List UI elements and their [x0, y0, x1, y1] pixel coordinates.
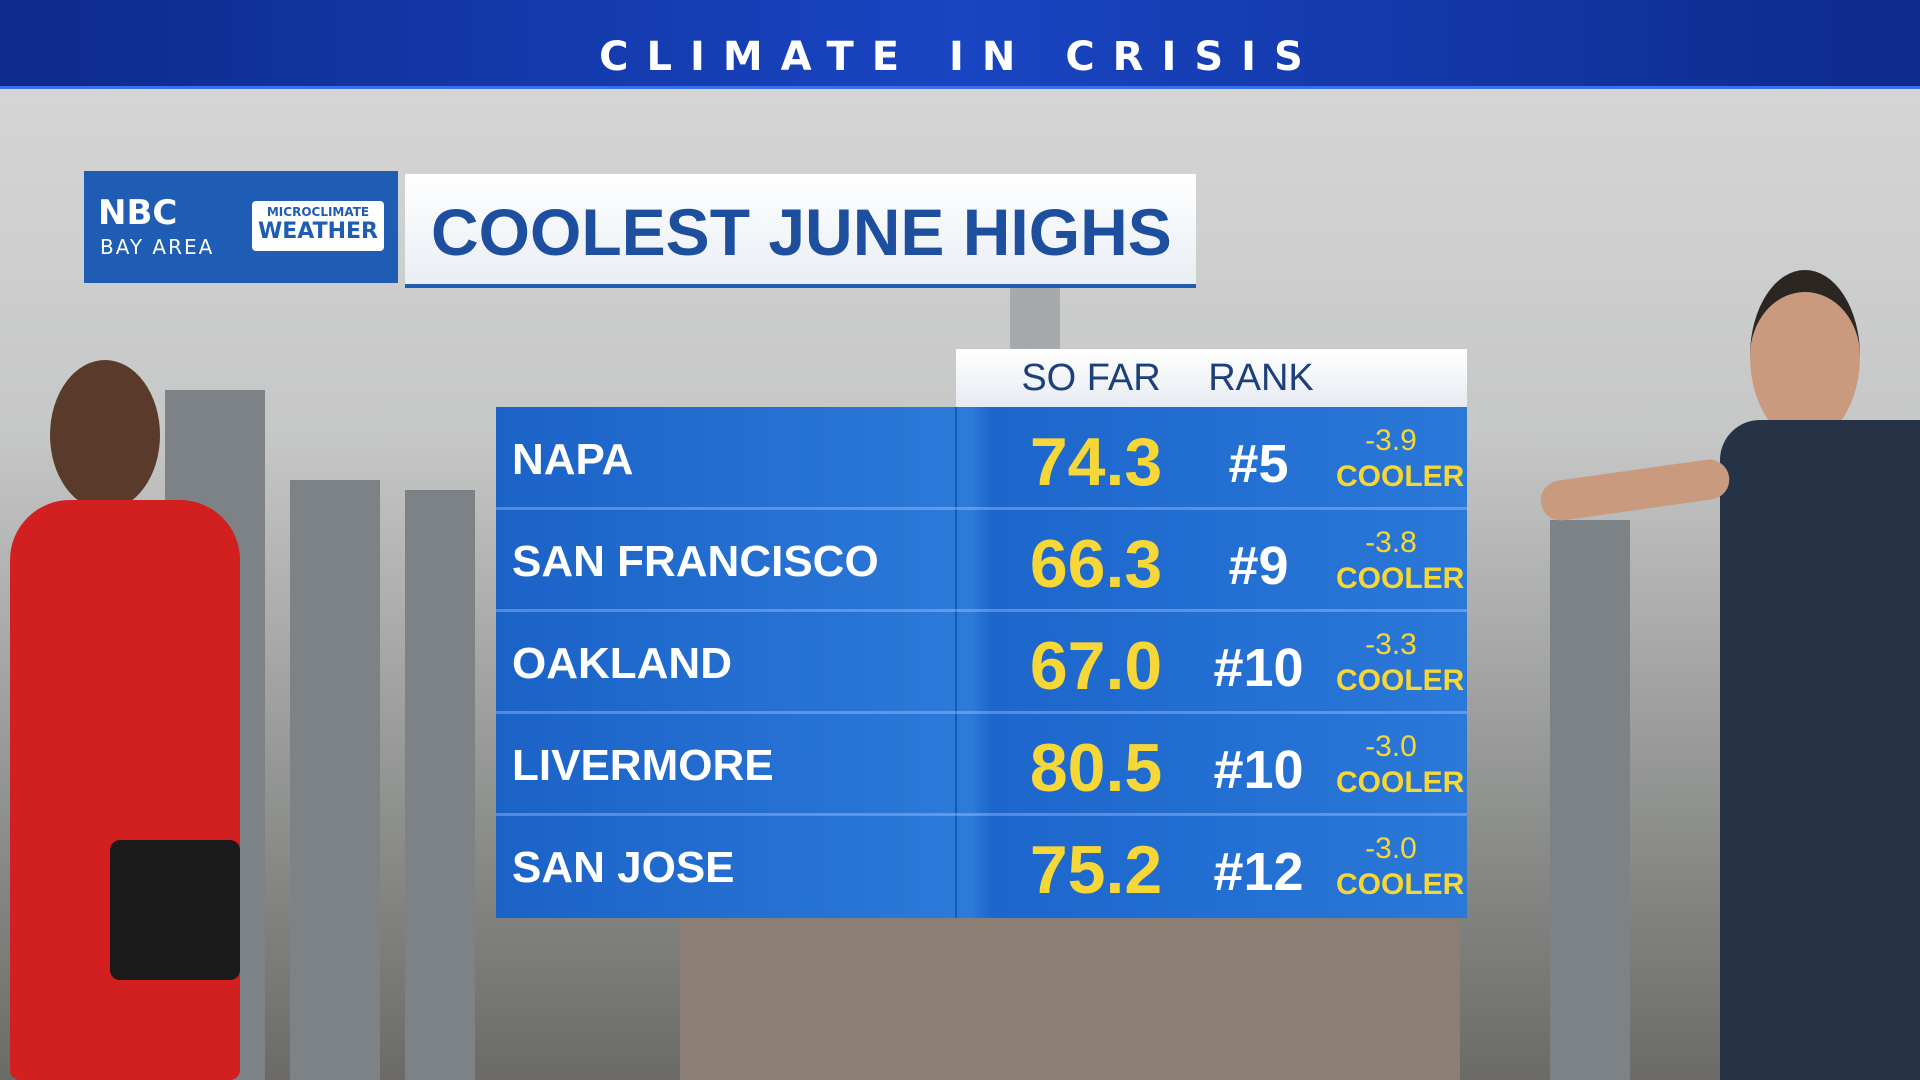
row-separator [496, 813, 1467, 816]
difference-value: -3.8 [1365, 526, 1417, 559]
title-box: COOLEST JUNE HIGHS [405, 174, 1196, 288]
rank-value: #10 [1213, 740, 1304, 800]
difference-value: -3.3 [1365, 628, 1417, 661]
difference-value: -3.0 [1365, 832, 1417, 865]
table-row: SAN FRANCISCO 66.3 #9 -3.8 COOLER [496, 507, 1467, 611]
suit [1720, 420, 1920, 1080]
rank-value: #12 [1213, 842, 1304, 902]
difference: -3.9 COOLER [1336, 423, 1465, 495]
so-far-value: 80.5 [1029, 730, 1163, 806]
badge-top: MICROCLIMATE [266, 205, 370, 219]
city-name: LIVERMORE [512, 741, 774, 790]
network-name: NBC [98, 193, 178, 233]
difference: -3.0 COOLER [1336, 729, 1465, 801]
table-row: NAPA 74.3 #5 -3.9 COOLER [496, 407, 1467, 509]
head [1750, 270, 1860, 442]
row-separator [496, 711, 1467, 714]
row-separator [496, 609, 1467, 612]
badge-bottom: WEATHER [257, 219, 378, 244]
column-header: SO FAR [1021, 357, 1161, 399]
difference-label: COOLER [1336, 766, 1465, 799]
so-far-value: 66.3 [1029, 526, 1163, 602]
difference-label: COOLER [1336, 664, 1465, 697]
difference-value: -3.0 [1365, 730, 1417, 763]
banner: CLIMATE IN CRISIS [0, 0, 1920, 89]
table-row: OAKLAND 67.0 #10 -3.3 COOLER [496, 609, 1467, 713]
building [680, 920, 1460, 1080]
rank-value: #10 [1213, 638, 1304, 698]
difference: -3.8 COOLER [1336, 525, 1465, 597]
so-far-value: 74.3 [1029, 424, 1163, 500]
city-name: OAKLAND [512, 639, 732, 688]
building [1550, 520, 1630, 1080]
column-divider [955, 407, 957, 918]
presenter-left [10, 340, 240, 1080]
building [290, 480, 380, 1080]
table-body: NAPA 74.3 #5 -3.9 COOLER SAN FRANCISCO 66.3 #9-… [496, 407, 1467, 918]
difference: -3.0 COOLER [1336, 831, 1465, 903]
badge: MICROCLIMATE WEATHER [252, 201, 384, 251]
dress [10, 500, 240, 1080]
rank-value: #5 [1228, 434, 1289, 494]
difference-value: -3.9 [1365, 424, 1417, 457]
graphic-title: COOLEST JUNE HIGHS [431, 195, 1172, 269]
difference-label: COOLER [1336, 562, 1465, 595]
table-row: LIVERMORE 80.5 #10 -3.0 COOLER [496, 711, 1467, 815]
rank-value: #9 [1228, 536, 1289, 596]
difference: -3.3 COOLER [1336, 627, 1465, 699]
table-header: SO FAR RANK [956, 349, 1467, 407]
difference-label: COOLER [1336, 460, 1465, 493]
banner-title: CLIMATE IN CRISIS [599, 34, 1321, 80]
building [405, 490, 475, 1080]
column-header: RANK [1208, 357, 1314, 399]
hair [50, 360, 160, 510]
so-far-value: 75.2 [1029, 832, 1163, 908]
table-row: SAN JOSE 75.2 #12 -3.0 COOLER [496, 813, 1467, 917]
difference-label: COOLER [1336, 868, 1465, 901]
city-name: NAPA [512, 435, 634, 484]
region-name: BAY AREA [100, 235, 215, 259]
city-name: SAN JOSE [512, 843, 735, 892]
logo: NBC BAY AREA MICROCLIMATE WEATHER [84, 171, 398, 283]
row-separator [496, 507, 1467, 510]
tablet [110, 840, 240, 980]
city-name: SAN FRANCISCO [512, 537, 879, 586]
so-far-value: 67.0 [1029, 628, 1163, 704]
presenter-right [1538, 270, 1920, 1080]
